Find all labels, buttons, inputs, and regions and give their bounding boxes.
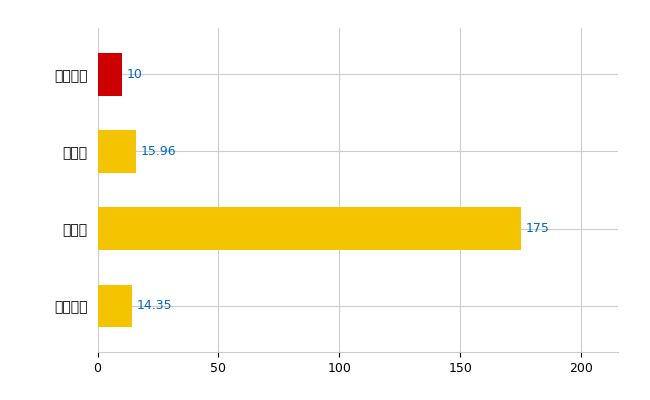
Bar — [98, 284, 132, 327]
Bar — [98, 130, 136, 173]
Text: 175: 175 — [526, 222, 549, 235]
Text: 10: 10 — [127, 68, 142, 81]
Text: 15.96: 15.96 — [141, 145, 177, 158]
Bar — [98, 53, 122, 96]
Bar — [98, 207, 521, 250]
Text: 14.35: 14.35 — [137, 299, 173, 312]
